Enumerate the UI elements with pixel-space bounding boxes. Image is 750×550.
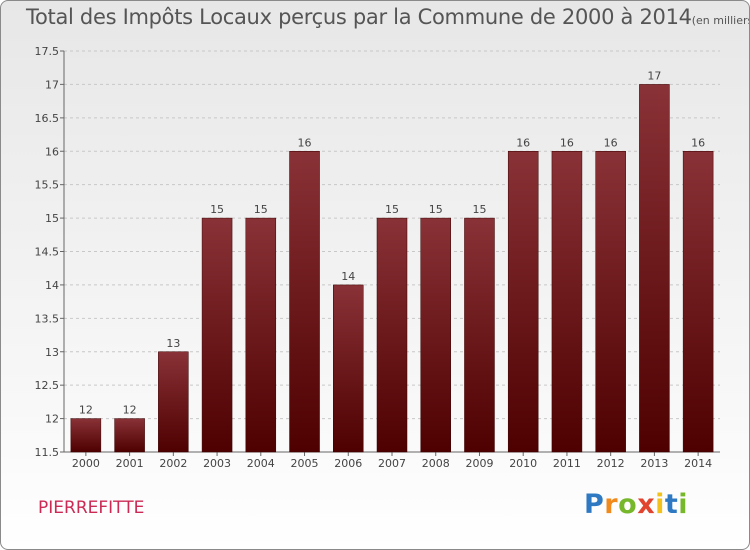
y-tick-label: 16.5 — [35, 112, 60, 125]
data-label: 13 — [166, 337, 180, 350]
y-tick-label: 17 — [45, 78, 59, 91]
bar — [595, 151, 626, 453]
data-label: 15 — [210, 203, 224, 216]
commune-name: PIERREFITTE — [38, 498, 145, 518]
x-tick-label: 2013 — [640, 457, 668, 470]
bar — [333, 284, 364, 453]
bar — [551, 151, 583, 453]
logo-letter: i — [655, 489, 665, 520]
title-text: Total des Impôts Locaux perçus par la Co… — [26, 5, 692, 29]
x-tick-label: 2011 — [553, 457, 581, 470]
data-label: 16 — [516, 136, 530, 149]
bar — [245, 217, 277, 453]
x-tick-label: 2000 — [72, 457, 100, 470]
y-tick-label: 14 — [45, 279, 59, 292]
data-label: 14 — [341, 270, 355, 283]
x-tick-label: 2012 — [597, 457, 625, 470]
bar — [682, 151, 714, 453]
bar — [201, 217, 233, 453]
x-tick-label: 2003 — [203, 457, 231, 470]
data-label: 16 — [560, 136, 574, 149]
x-tick-label: 2009 — [465, 457, 493, 470]
y-tick-label: 14.5 — [35, 246, 60, 259]
x-tick-label: 2004 — [247, 457, 275, 470]
y-tick-label: 15.5 — [35, 179, 60, 192]
data-label: 16 — [691, 136, 705, 149]
chart-title: Total des Impôts Locaux perçus par la Co… — [26, 5, 750, 29]
y-tick-label: 13.5 — [35, 312, 60, 325]
bar — [464, 217, 495, 453]
data-label: 17 — [647, 69, 661, 82]
y-tick-label: 11.5 — [35, 446, 60, 459]
x-tick-label: 2005 — [291, 457, 319, 470]
data-label: 16 — [298, 136, 312, 149]
data-label: 12 — [79, 404, 93, 417]
y-tick-label: 13 — [45, 346, 59, 359]
logo-letter: o — [618, 489, 638, 520]
x-tick-label: 2007 — [378, 457, 406, 470]
logo-letter: P — [584, 489, 605, 520]
bar — [289, 151, 320, 453]
data-label: 15 — [254, 203, 268, 216]
data-label: 15 — [472, 203, 486, 216]
bar — [507, 151, 539, 453]
proxiti-logo: Proxiti — [584, 489, 688, 520]
data-label: 15 — [429, 203, 443, 216]
x-tick-label: 2010 — [509, 457, 537, 470]
logo-letter: t — [664, 489, 679, 520]
logo-letter: r — [604, 489, 619, 520]
logo-letter: i — [678, 489, 689, 520]
data-label: 12 — [123, 404, 137, 417]
bar — [158, 351, 189, 453]
data-label: 16 — [604, 136, 618, 149]
y-tick-label: 15 — [45, 212, 59, 225]
x-tick-label: 2001 — [116, 457, 144, 470]
bar — [639, 84, 670, 453]
logo-letter: x — [637, 489, 656, 520]
bars — [70, 84, 714, 453]
labels: 12 12 13 15 15 16 14 15 15 15 16 16 16 17 16 — [79, 69, 705, 416]
y-tick-label: 17.5 — [35, 45, 60, 58]
bar — [376, 217, 408, 453]
data-label: 15 — [385, 203, 399, 216]
x-tick-label: 2008 — [422, 457, 450, 470]
x-tick-label: 2006 — [334, 457, 362, 470]
y-tick-label: 16 — [45, 145, 59, 158]
y-tick-label: 12.5 — [35, 379, 60, 392]
bar — [420, 217, 451, 453]
bar — [70, 418, 102, 453]
title-unit: (en milliers d'€) — [691, 14, 750, 27]
x-tick-label: 2014 — [684, 457, 712, 470]
x-tick-label: 2002 — [159, 457, 187, 470]
y-tick-label: 12 — [45, 413, 59, 426]
bar — [114, 418, 145, 453]
